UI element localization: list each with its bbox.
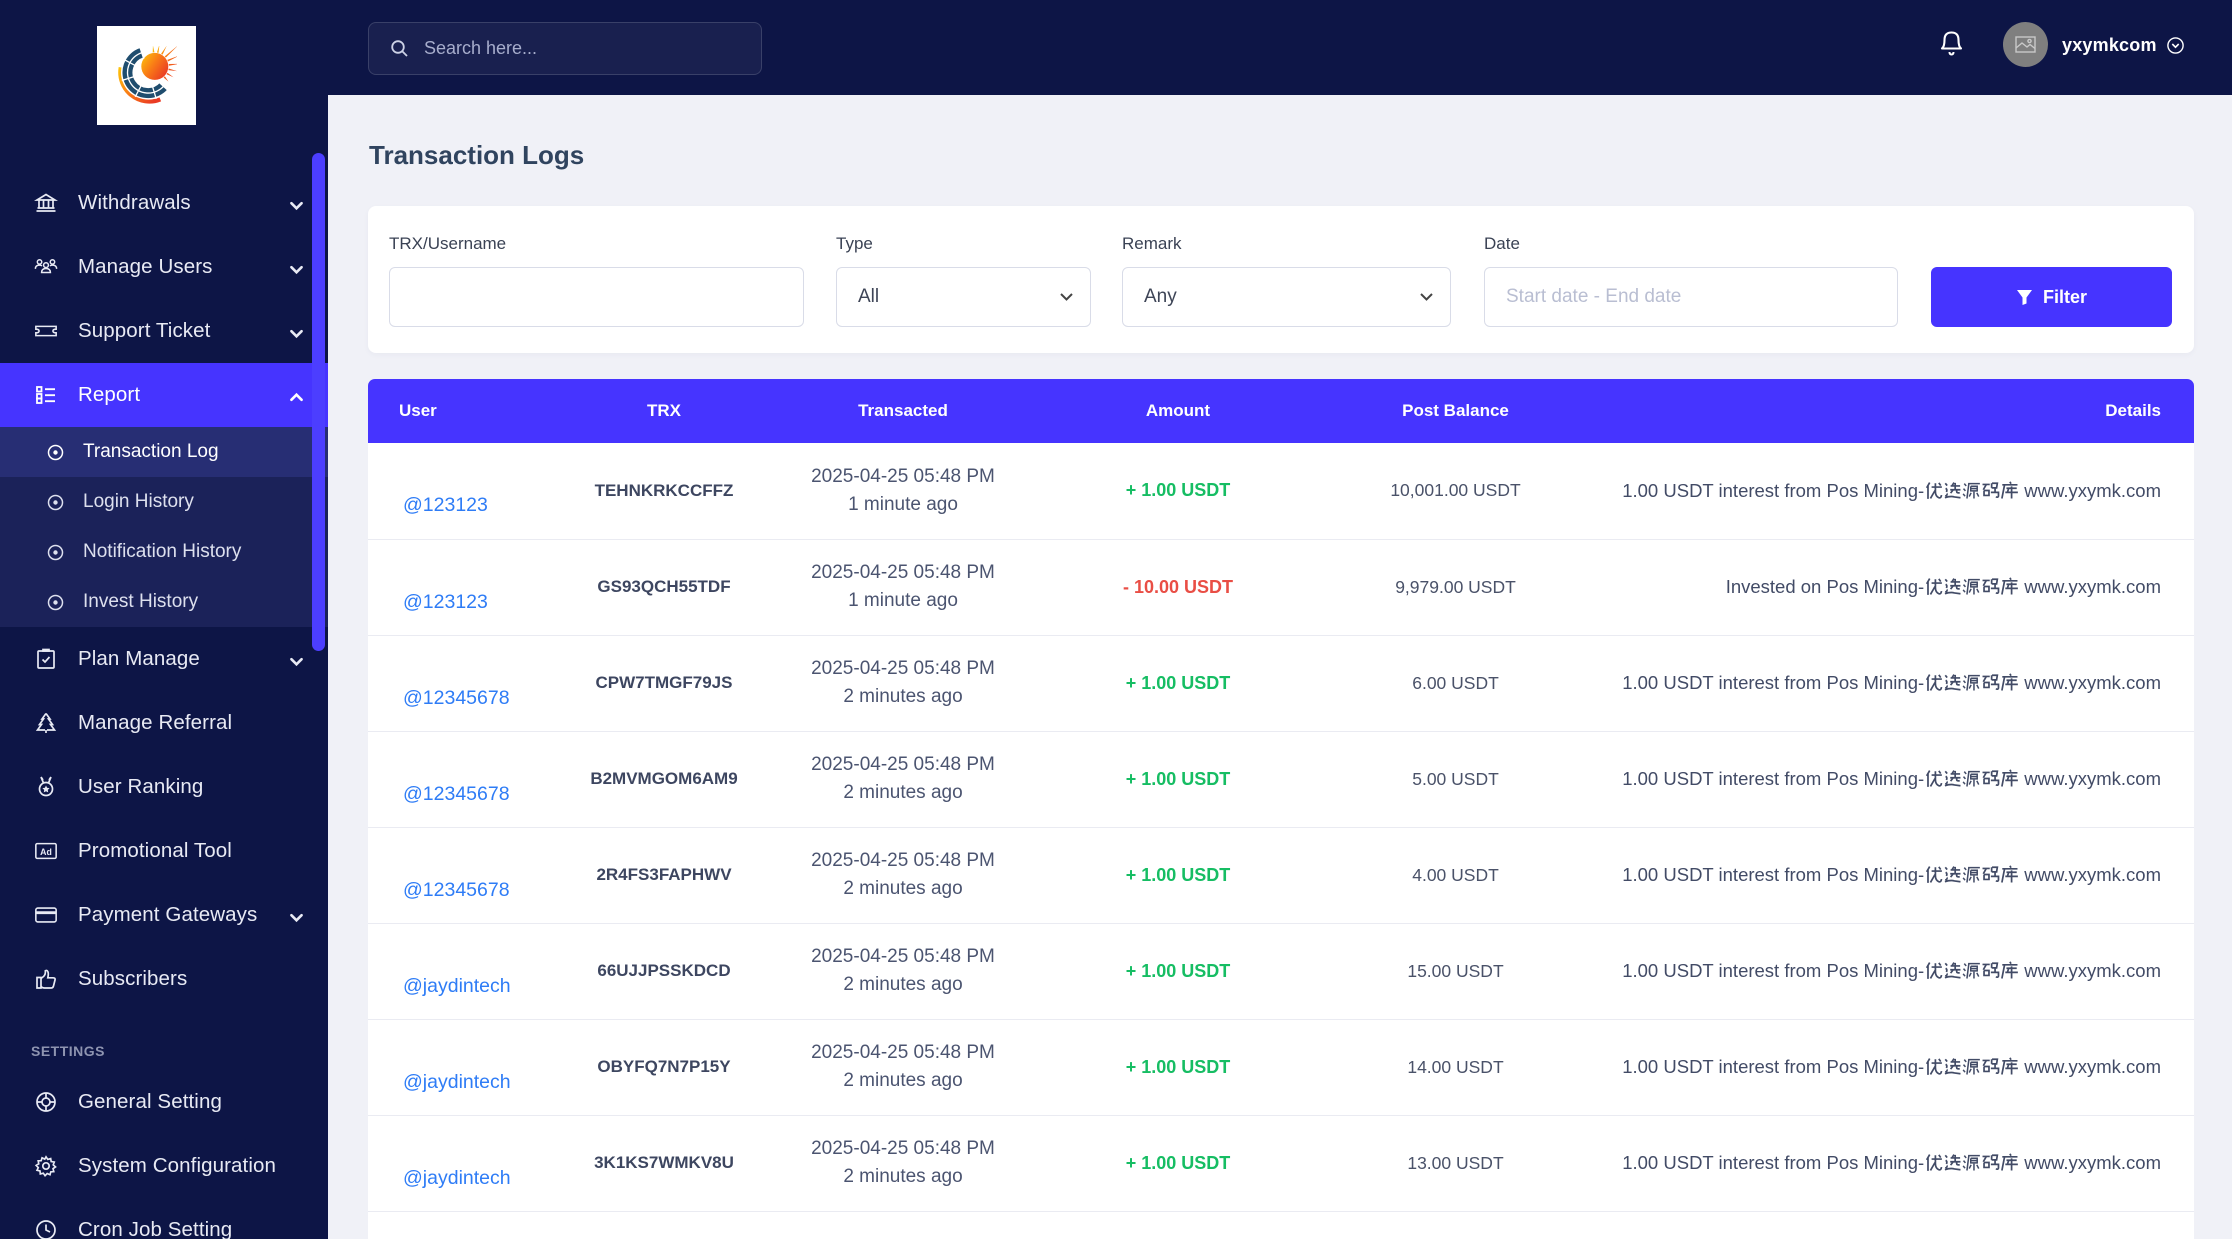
svg-text:Ad: Ad <box>40 847 52 857</box>
